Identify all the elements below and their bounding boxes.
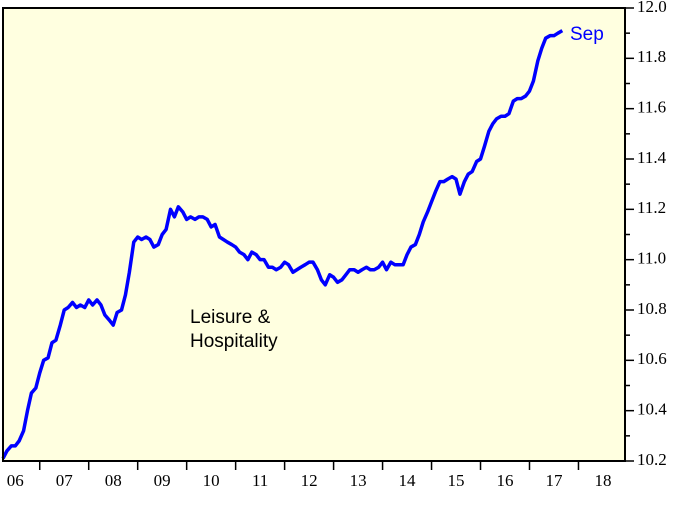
x-tick-label: 18	[594, 471, 611, 490]
x-tick-label: 10	[203, 471, 220, 490]
x-tick-label: 15	[448, 471, 465, 490]
end-label: Sep	[570, 24, 604, 45]
plot-background	[3, 8, 625, 461]
x-tick-label: 13	[350, 471, 367, 490]
x-tick-label: 11	[252, 471, 268, 490]
y-tick-label: 11.0	[637, 249, 666, 268]
y-tick-label: 10.2	[637, 450, 667, 469]
line-series	[1, 29, 564, 460]
y-tick-label: 11.6	[637, 98, 666, 117]
x-tick-label: 06	[7, 471, 24, 490]
x-tick-label: 12	[301, 471, 318, 490]
x-tick-label: 07	[56, 471, 74, 490]
annotation: Hospitality	[190, 331, 278, 352]
x-tick-label: 16	[497, 471, 514, 490]
x-tick-label: 17	[545, 471, 563, 490]
x-tick-label: 09	[154, 471, 171, 490]
y-tick-label: 10.6	[637, 349, 667, 368]
y-tick-label: 12.0	[637, 0, 667, 16]
plot-frame	[2, 7, 626, 462]
y-tick-label: 11.4	[637, 148, 667, 167]
y-tick-label: 11.8	[637, 47, 666, 66]
x-tick-label: 14	[399, 471, 417, 490]
annotation: Leisure &	[190, 307, 271, 328]
y-tick-label: 10.8	[637, 299, 667, 318]
y-tick-label: 11.2	[637, 198, 666, 217]
y-tick-label: 10.4	[637, 400, 667, 419]
x-tick-label: 08	[105, 471, 122, 490]
